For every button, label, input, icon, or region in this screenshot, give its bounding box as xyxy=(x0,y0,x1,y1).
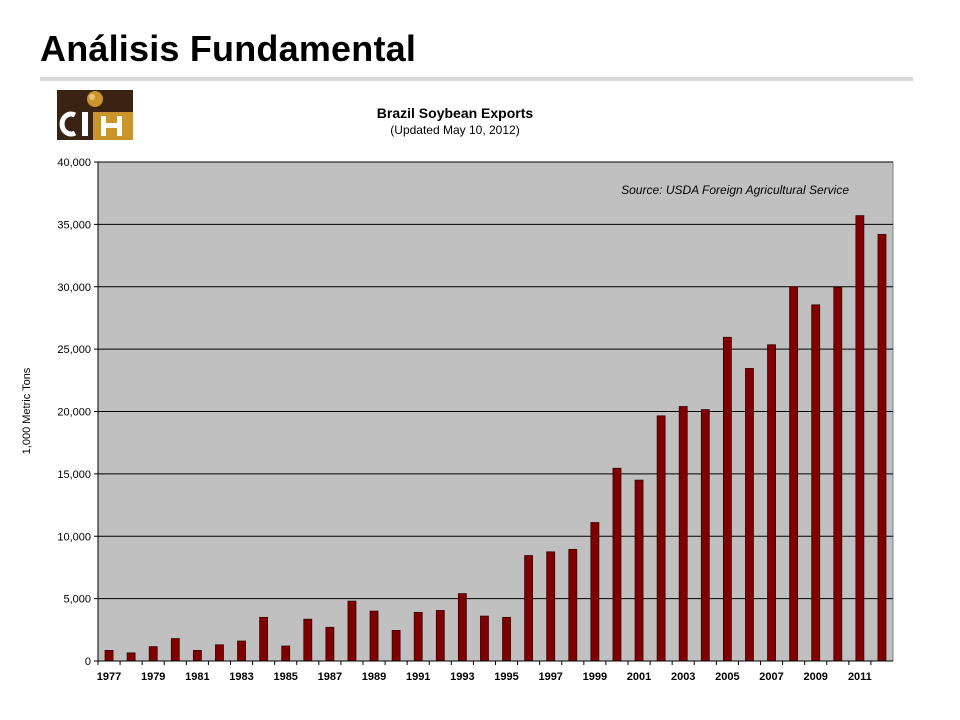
x-tick-label: 1977 xyxy=(97,671,121,683)
y-tick-label: 25,000 xyxy=(57,344,91,356)
bar-2007 xyxy=(767,344,776,662)
x-tick-label: 1993 xyxy=(450,671,474,683)
bar-1995 xyxy=(502,616,511,662)
bar-1991 xyxy=(413,611,423,662)
bar-1985 xyxy=(281,645,291,662)
y-tick-label: 30,000 xyxy=(57,282,91,294)
bar-1994 xyxy=(480,615,489,662)
x-tick-label: 1999 xyxy=(583,671,607,683)
x-tick-label: 2005 xyxy=(715,671,739,683)
y-axis-label: 1,000 Metric Tons xyxy=(21,367,33,454)
bar-1984 xyxy=(259,616,269,662)
x-tick-label: 1979 xyxy=(141,671,165,683)
x-tick-label: 2011 xyxy=(848,671,872,683)
bar-1986 xyxy=(303,618,313,662)
y-tick-label: 0 xyxy=(85,656,91,668)
bar-1981 xyxy=(192,649,202,662)
bar-2012 xyxy=(877,233,887,662)
bar-2010 xyxy=(833,286,843,662)
bar-2004 xyxy=(700,409,710,662)
bar-1978 xyxy=(126,652,136,662)
bar-1990 xyxy=(391,630,401,662)
bar-1996 xyxy=(524,555,534,662)
x-tick-label: 1989 xyxy=(362,671,386,683)
x-tick-label: 1981 xyxy=(185,671,209,683)
x-tick-label: 1983 xyxy=(229,671,253,683)
y-tick-label: 35,000 xyxy=(57,219,91,231)
y-axis-ticks: 0 5,000 10,000 15,000 20,000 25,000 30,000 35,0… xyxy=(57,157,98,668)
bar-2008 xyxy=(789,286,799,662)
bar-1998 xyxy=(568,548,578,662)
x-tick-label: 2003 xyxy=(671,671,695,683)
chart-subtitle: (Updated May 10, 2012) xyxy=(390,123,519,137)
y-tick-label: 20,000 xyxy=(57,407,91,419)
x-tick-label: 2009 xyxy=(803,671,827,683)
y-tick-label: 15,000 xyxy=(57,469,91,481)
bar-1992 xyxy=(435,610,445,662)
bar-1988 xyxy=(347,600,357,662)
bars xyxy=(104,215,887,662)
bar-1997 xyxy=(546,551,556,662)
bar-2000 xyxy=(612,467,622,662)
x-tick-label: 2001 xyxy=(627,671,651,683)
bar-2011 xyxy=(855,215,865,662)
bar-1989 xyxy=(369,610,379,662)
x-tick-label: 1991 xyxy=(406,671,430,683)
x-tick-label: 2007 xyxy=(759,671,783,683)
source-annotation: Source: USDA Foreign Agricultural Servic… xyxy=(621,183,849,197)
x-tick-label: 1995 xyxy=(494,671,518,683)
bar-1987 xyxy=(325,626,335,662)
y-tick-label: 10,000 xyxy=(57,531,91,543)
bar-2006 xyxy=(745,368,754,662)
bar-2003 xyxy=(678,406,688,662)
y-tick-label: 5,000 xyxy=(63,594,91,606)
title-divider xyxy=(40,77,913,81)
gridlines xyxy=(98,161,893,600)
bar-1977 xyxy=(104,649,114,662)
bar-1979 xyxy=(148,646,158,662)
bar-1993 xyxy=(457,593,467,662)
bar-1999 xyxy=(590,522,600,662)
bar-2005 xyxy=(722,336,732,662)
bar-1983 xyxy=(237,640,246,662)
bar-2009 xyxy=(811,304,821,662)
bar-2001 xyxy=(634,479,644,662)
x-tick-label: 1987 xyxy=(318,671,342,683)
x-axis-ticks: 1977 1979 1981 1983 1985 1987 1989 1991 1993 1995… xyxy=(97,661,872,683)
bar-1982 xyxy=(215,644,224,662)
x-tick-label: 1997 xyxy=(538,671,562,683)
bar-1980 xyxy=(170,638,180,662)
slide-title: Análisis Fundamental xyxy=(40,28,417,69)
chart-title: Brazil Soybean Exports xyxy=(377,105,534,121)
bar-2002 xyxy=(656,415,666,662)
company-logo xyxy=(55,88,135,142)
x-tick-label: 1985 xyxy=(273,671,297,683)
y-tick-label: 40,000 xyxy=(57,157,91,169)
